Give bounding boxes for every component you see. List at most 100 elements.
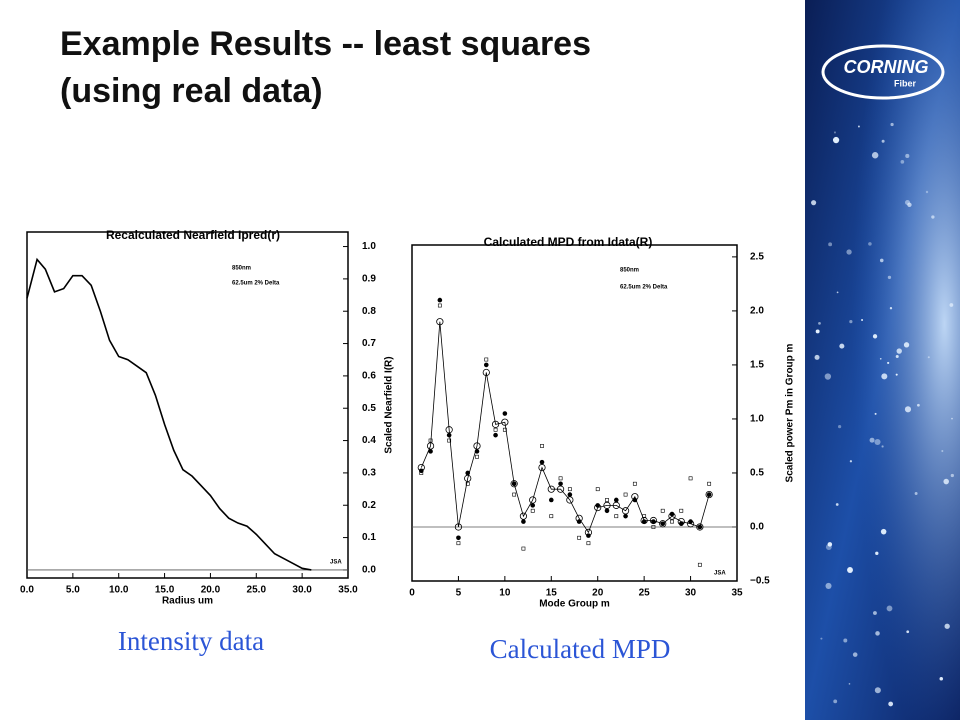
point bbox=[502, 411, 508, 416]
sparkle bbox=[835, 503, 839, 506]
y-tick-label: 0.7 bbox=[362, 338, 376, 349]
point bbox=[632, 481, 637, 486]
point bbox=[511, 481, 517, 487]
sparkle bbox=[886, 605, 893, 612]
slide-title: (using real data) bbox=[60, 72, 323, 110]
x-tick-label: 35 bbox=[731, 588, 743, 599]
x-tick-label: 25.0 bbox=[247, 585, 267, 596]
x-tick-label: 30 bbox=[685, 588, 697, 599]
annotation: 850nm bbox=[232, 266, 251, 272]
sparkle bbox=[875, 551, 879, 555]
point bbox=[669, 511, 675, 517]
point bbox=[456, 541, 461, 546]
sparkle bbox=[872, 334, 878, 339]
x-tick-label: 20 bbox=[592, 588, 604, 599]
point bbox=[502, 427, 507, 432]
x-axis-label: Radius um bbox=[162, 596, 213, 607]
sparkle bbox=[906, 630, 910, 634]
x-tick-label: 35.0 bbox=[338, 585, 358, 596]
sparkle bbox=[943, 478, 949, 485]
y-tick-label: 0.8 bbox=[362, 306, 376, 317]
y-axis-label: Scaled power Pm in Group m bbox=[785, 343, 796, 482]
data-line bbox=[420, 321, 710, 534]
sparkle bbox=[941, 450, 944, 453]
sparkle bbox=[873, 611, 877, 615]
sparkle bbox=[825, 582, 832, 589]
y-tick-label: 0.6 bbox=[362, 371, 376, 382]
point bbox=[483, 362, 489, 368]
y-tick-label: 1.0 bbox=[750, 414, 764, 425]
point bbox=[465, 470, 471, 476]
point bbox=[428, 438, 433, 443]
sparkle bbox=[905, 153, 910, 158]
point bbox=[604, 508, 610, 514]
sparkle bbox=[861, 319, 864, 322]
caption: Intensity data bbox=[118, 626, 264, 656]
point bbox=[491, 420, 500, 428]
point bbox=[482, 368, 490, 377]
point bbox=[659, 520, 667, 528]
y-tick-label: 2.0 bbox=[750, 306, 764, 317]
point bbox=[456, 535, 461, 541]
sparkle bbox=[944, 623, 950, 629]
y-tick-label: 1.5 bbox=[750, 360, 764, 371]
sparkle bbox=[833, 131, 836, 134]
sparkle bbox=[827, 542, 833, 547]
point bbox=[484, 357, 489, 362]
point bbox=[605, 498, 609, 502]
x-tick-label: 0 bbox=[409, 588, 415, 599]
sparkle bbox=[815, 329, 820, 334]
x-tick-label: 15 bbox=[546, 588, 558, 599]
point bbox=[705, 490, 713, 499]
point bbox=[437, 297, 443, 303]
slide-title: Example Results -- least squares bbox=[60, 25, 591, 63]
sparkle bbox=[939, 677, 944, 681]
logo-sub: Fiber bbox=[894, 78, 917, 88]
sparkle bbox=[820, 637, 823, 640]
x-tick-label: 20.0 bbox=[201, 585, 221, 596]
point bbox=[623, 492, 628, 497]
point bbox=[697, 562, 702, 567]
sparkle bbox=[951, 417, 953, 420]
point bbox=[670, 519, 674, 524]
sparkle bbox=[849, 460, 853, 463]
point bbox=[447, 438, 452, 443]
sparkle bbox=[814, 354, 820, 360]
point bbox=[586, 541, 591, 546]
sparkle bbox=[846, 249, 852, 255]
point bbox=[696, 523, 704, 531]
caption: Calculated MPD bbox=[490, 634, 671, 664]
point bbox=[539, 459, 545, 465]
sparkle bbox=[881, 373, 888, 380]
y-tick-label: 0.1 bbox=[362, 532, 376, 543]
point bbox=[540, 444, 544, 448]
y-tick-label: 1.0 bbox=[362, 241, 376, 252]
sparkle bbox=[874, 687, 881, 694]
y-tick-label: 0.0 bbox=[362, 565, 376, 576]
sparkle bbox=[881, 445, 884, 448]
plot-frame bbox=[411, 244, 738, 582]
point bbox=[558, 476, 563, 481]
point bbox=[576, 519, 582, 524]
logo-ring bbox=[821, 44, 945, 100]
point bbox=[436, 318, 444, 326]
point bbox=[632, 497, 638, 503]
sparkle bbox=[857, 125, 860, 128]
point bbox=[642, 514, 647, 519]
chart-title: Calculated MPD from Idata(R) bbox=[484, 235, 653, 249]
point bbox=[512, 492, 517, 497]
sparkle bbox=[879, 357, 882, 360]
sparkle bbox=[905, 199, 911, 205]
sparkle bbox=[874, 438, 881, 446]
x-tick-label: 10 bbox=[499, 588, 511, 599]
sparkle bbox=[824, 373, 832, 380]
point bbox=[530, 503, 536, 508]
plot-frame bbox=[26, 231, 349, 579]
sparkle bbox=[868, 242, 872, 246]
point bbox=[567, 492, 573, 497]
annotation: JSA bbox=[714, 571, 726, 577]
sparkle bbox=[903, 342, 910, 348]
point bbox=[595, 503, 601, 508]
point bbox=[651, 519, 656, 524]
